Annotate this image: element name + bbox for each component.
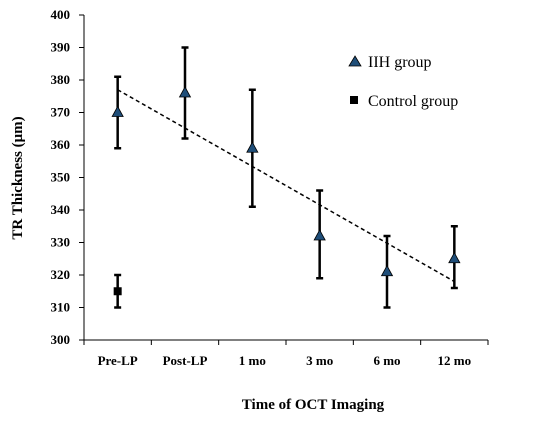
data-point-iih xyxy=(448,251,461,264)
legend-label-iih: IIH group xyxy=(368,54,432,71)
y-tick-label: 370 xyxy=(51,105,71,120)
y-tick-label: 330 xyxy=(51,235,71,250)
legend: IIH group Control group xyxy=(348,54,458,110)
x-tick-label: 12 mo xyxy=(438,353,472,368)
data-point-iih xyxy=(111,105,124,117)
data-point-control xyxy=(113,287,122,296)
legend-triangle-icon xyxy=(348,55,362,67)
y-tick-label: 400 xyxy=(51,7,71,22)
trendline xyxy=(117,89,455,283)
data-point-iih xyxy=(313,229,326,241)
plot-area: 300 310 320 330 340 350 360 370 380 390 400 Pre-LP P… xyxy=(51,7,489,368)
x-tick-label: Post-LP xyxy=(163,353,208,368)
y-tick-label: 360 xyxy=(51,137,71,152)
legend-label-control: Control group xyxy=(368,93,458,110)
legend-square-icon xyxy=(350,96,358,104)
x-tick-label: Pre-LP xyxy=(98,353,138,368)
data-point-iih xyxy=(178,86,192,98)
legend-item-control: Control group xyxy=(350,93,458,110)
x-tick-label: 6 mo xyxy=(373,353,400,368)
y-tick-label: 300 xyxy=(51,332,71,347)
y-tick-label: 350 xyxy=(51,170,71,185)
legend-item-iih: IIH group xyxy=(348,54,432,71)
y-tick-label: 320 xyxy=(51,267,71,282)
x-axis-title: Time of OCT Imaging xyxy=(242,397,385,413)
y-tick-label: 310 xyxy=(51,300,71,315)
data-point-iih xyxy=(380,264,394,277)
data-point-iih xyxy=(246,141,259,153)
y-tick-label: 340 xyxy=(51,202,71,217)
y-tick-label: 380 xyxy=(51,72,71,87)
x-tick-label: 1 mo xyxy=(239,353,266,368)
y-tick-label: 390 xyxy=(51,40,71,55)
x-tick-label: 3 mo xyxy=(306,353,333,368)
y-axis-title: TR Thickness (μm) xyxy=(10,116,26,239)
